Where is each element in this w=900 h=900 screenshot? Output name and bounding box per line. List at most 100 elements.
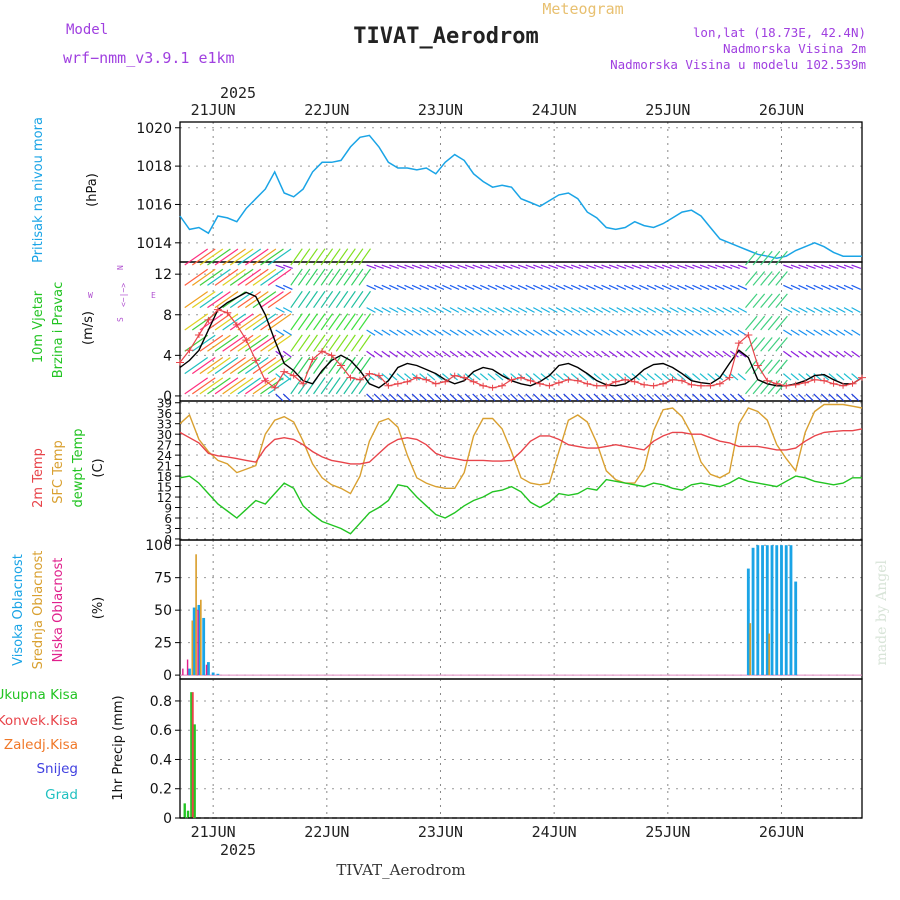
wind-barb xyxy=(843,350,853,358)
wind-barb xyxy=(305,313,318,331)
wind-barb xyxy=(510,350,520,358)
gust-marker xyxy=(393,380,402,387)
cloud-high-bar xyxy=(765,545,769,676)
wind-barb xyxy=(343,248,356,266)
wind-barb xyxy=(623,329,634,336)
gust-marker xyxy=(251,357,260,364)
gust-marker xyxy=(194,332,203,339)
wind-barb xyxy=(199,248,224,266)
wind-barb xyxy=(745,379,758,395)
gust-marker xyxy=(535,380,544,387)
gust-marker xyxy=(858,374,866,381)
wind-barb xyxy=(510,329,520,336)
gust-marker xyxy=(810,376,819,383)
cloud-high-bar xyxy=(188,668,191,676)
wind-barb xyxy=(631,350,641,358)
wind-barb xyxy=(411,307,422,313)
wind-barb xyxy=(381,373,390,381)
wind-barb xyxy=(237,291,262,309)
cloud-high-bar xyxy=(751,547,755,676)
gust-marker xyxy=(261,377,270,384)
bottom-day-label: 21JUN xyxy=(191,823,236,841)
wind-barb xyxy=(449,393,458,402)
wind-barb xyxy=(828,329,838,336)
wind-barb xyxy=(730,307,740,313)
gust-marker xyxy=(469,378,478,385)
wind-barb xyxy=(472,350,482,358)
chart-title: TIVAT_Aerodrom xyxy=(353,24,538,49)
y-tick-label: 39 xyxy=(157,397,172,411)
wind-barb xyxy=(608,284,619,290)
wind-barb xyxy=(229,268,254,286)
wind-barb xyxy=(646,393,655,402)
cloud-high-bar xyxy=(756,545,760,676)
wind-barb xyxy=(457,350,466,358)
top-year-label: 2025 xyxy=(220,84,256,102)
wind-barb xyxy=(245,357,269,375)
wind-barb xyxy=(752,337,766,352)
wind-barb xyxy=(335,334,349,352)
wind-barb xyxy=(449,329,459,336)
wind-barb xyxy=(313,290,326,309)
wind-barb xyxy=(381,350,391,358)
wind-barb xyxy=(442,350,451,358)
wind-barb xyxy=(851,264,862,270)
wind-barb xyxy=(737,329,747,336)
wind-barb xyxy=(836,393,845,402)
top-day-labels: 21JUN 22JUN 23JUN 24JUN 25JUN 26JUN xyxy=(191,101,804,119)
wind-barb xyxy=(381,393,390,402)
cloud-mid-bar xyxy=(191,620,194,676)
wind-barb xyxy=(389,307,399,313)
wind-barb xyxy=(851,373,860,381)
wind-barb xyxy=(237,334,262,352)
bottom-day-labels: 21JUN 22JUN 23JUN 24JUN 25JUN 26JUN xyxy=(191,823,804,841)
wind-barb xyxy=(283,284,293,290)
wind-barb xyxy=(184,313,209,331)
gust-marker xyxy=(753,362,762,369)
wind-barb xyxy=(419,307,429,313)
gust-marker xyxy=(649,382,658,389)
wind-barb xyxy=(502,307,513,313)
wind-barb xyxy=(820,350,830,358)
cloud-high-bar xyxy=(775,545,779,676)
wind-barb xyxy=(851,284,861,290)
wind-barb xyxy=(404,373,413,381)
wind-unit: (m/s) xyxy=(81,311,96,345)
wind-barb xyxy=(805,393,814,402)
gust-marker xyxy=(289,372,298,379)
wind-barb xyxy=(388,373,398,381)
wind-barb xyxy=(692,350,701,358)
precip-axis-label: Ukupna Kisa Konvek.Kisa Zaledj.Kisa Snij… xyxy=(0,687,126,803)
wind-barb xyxy=(737,307,748,313)
wind-barb xyxy=(586,284,596,290)
gust-marker xyxy=(232,321,241,328)
wind-barb xyxy=(813,373,822,381)
y-tick-label: 0.8 xyxy=(150,694,172,710)
wind-barb xyxy=(245,248,269,266)
gust-marker xyxy=(242,337,251,344)
wind-barb xyxy=(517,393,526,402)
wind-barb xyxy=(745,250,758,266)
wind-barb xyxy=(820,307,831,313)
wind-barb xyxy=(191,268,216,286)
wind-barb xyxy=(449,284,460,290)
wind-barb xyxy=(252,248,277,266)
wind-barb xyxy=(502,284,513,290)
wind-barb xyxy=(328,334,341,352)
cloud-unit: (%) xyxy=(91,597,106,620)
wind-barb xyxy=(654,329,664,336)
bottom-year-label: 2025 xyxy=(220,841,256,859)
wind-barb xyxy=(184,357,209,375)
wind-barb xyxy=(495,393,504,402)
wind-barb xyxy=(320,334,334,352)
wind-barb xyxy=(335,248,349,266)
wind-barb xyxy=(525,284,536,290)
wind-barb xyxy=(525,393,534,402)
wind-barb xyxy=(782,393,791,402)
wind-barb xyxy=(229,377,254,395)
chart-subtitle: Meteogram xyxy=(542,0,623,18)
wind-barb xyxy=(328,377,341,395)
wind-barb xyxy=(676,329,687,336)
wind-barb xyxy=(260,313,284,331)
wind-barb xyxy=(442,307,452,313)
